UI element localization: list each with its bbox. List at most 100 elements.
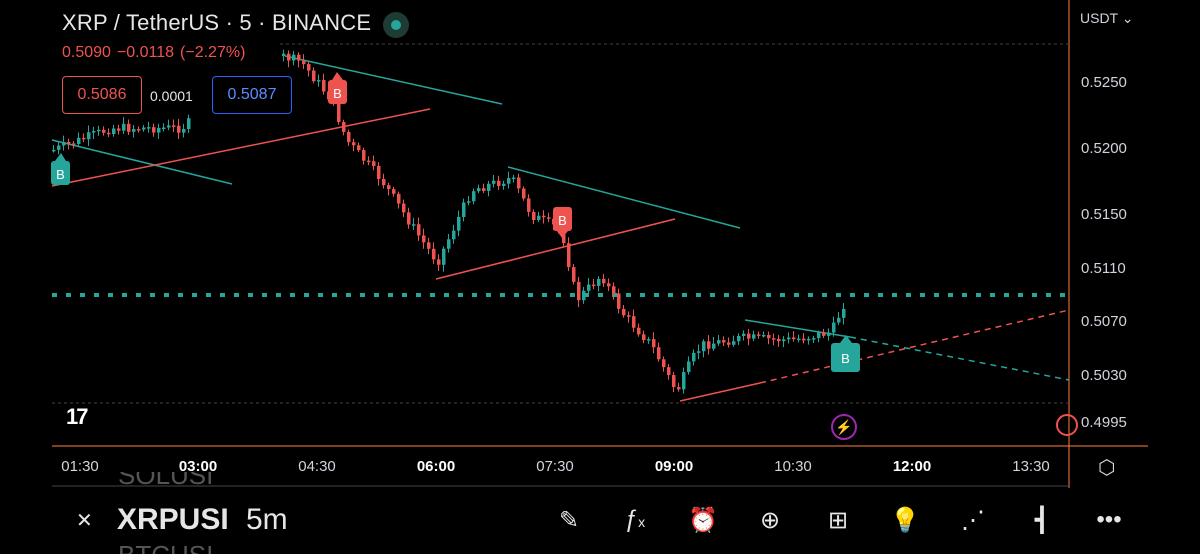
candle-body	[612, 286, 616, 294]
candle-body	[82, 137, 86, 140]
candle-body	[527, 198, 531, 212]
candle-body	[142, 127, 146, 130]
price-change-legend: 0.5090 −0.0118 (−2.27%)	[62, 44, 251, 62]
candle-body	[817, 332, 821, 339]
candle-body	[402, 203, 406, 213]
candle-body	[157, 127, 161, 133]
candle-body	[802, 338, 806, 341]
sell-marker-label: B	[333, 86, 342, 101]
market-open-indicator	[383, 12, 409, 38]
candle-body	[307, 64, 311, 71]
candle-body	[602, 278, 606, 284]
candle-body	[87, 132, 91, 140]
fx-icon[interactable]: ƒx	[624, 506, 646, 533]
candle-body	[172, 125, 176, 127]
symbol-name[interactable]: XRPUSI	[117, 503, 229, 536]
change-value: −0.0118	[116, 44, 175, 61]
candle-body	[757, 334, 761, 336]
candle-body	[412, 224, 416, 226]
candles-icon[interactable]: ┫	[1034, 507, 1050, 534]
candle-body	[842, 308, 846, 318]
candle-body	[312, 70, 316, 82]
sell-marker[interactable]: B	[553, 207, 572, 238]
candle-body	[577, 281, 581, 301]
last-price: 0.5090	[62, 44, 111, 61]
candle-body	[732, 341, 736, 345]
spread-value: 0.0001	[150, 88, 193, 104]
candle-body	[367, 160, 371, 163]
price-tick: 0.5200	[1081, 140, 1127, 157]
close-icon[interactable]: ✕	[76, 510, 93, 532]
candle-body	[507, 178, 511, 184]
candle-body	[132, 129, 136, 132]
candle-body	[282, 53, 286, 56]
candle-body	[652, 339, 656, 348]
trendline	[759, 309, 1070, 384]
price-tick: 0.4995	[1081, 414, 1127, 431]
candle-body	[722, 340, 726, 343]
time-tick: 07:30	[536, 458, 574, 475]
candle-body	[777, 338, 781, 342]
idea-icon[interactable]: 💡	[890, 507, 920, 534]
flag-icon[interactable]	[1056, 414, 1078, 436]
buy-price-button[interactable]: 0.5087	[212, 76, 292, 114]
candle-body	[797, 338, 801, 341]
bolt-icon[interactable]: ⚡	[831, 414, 857, 440]
candle-body	[747, 333, 751, 339]
candle-body	[417, 224, 421, 236]
candle-body	[582, 290, 586, 301]
candle-body	[792, 337, 796, 340]
candle-body	[547, 217, 551, 219]
alarm-icon[interactable]: ⏰	[688, 507, 718, 534]
candle-body	[422, 235, 426, 243]
sell-marker[interactable]: B	[328, 72, 347, 104]
trendline	[507, 166, 741, 229]
candle-body	[567, 243, 571, 268]
candle-body	[742, 333, 746, 336]
candle-body	[497, 180, 501, 186]
symbol-title[interactable]: XRP / TetherUS · 5 · BINANCE	[62, 10, 372, 35]
candle-body	[632, 316, 636, 328]
candle-body	[437, 259, 441, 265]
draw-icon[interactable]: ✎	[558, 507, 580, 534]
add-icon[interactable]: ⊕	[759, 507, 781, 534]
candle-body	[67, 141, 71, 144]
candle-body	[822, 332, 826, 336]
candle-body	[97, 129, 101, 132]
tradingview-logo: 17	[66, 404, 89, 429]
currency-selector[interactable]: USDT ⌄	[1080, 10, 1134, 26]
candle-body	[502, 183, 506, 186]
share-icon[interactable]: ⋰	[961, 507, 985, 534]
candle-body	[392, 189, 396, 194]
candle-body	[397, 193, 401, 204]
price-tick: 0.5250	[1081, 74, 1127, 91]
more-icon[interactable]: •••	[1096, 506, 1122, 533]
trendline	[284, 55, 503, 105]
layout-icon[interactable]: ⊞	[827, 507, 849, 534]
candle-body	[812, 338, 816, 340]
timeframe-selector[interactable]: 5m	[246, 503, 288, 536]
candle-body	[667, 367, 671, 376]
sell-price-button[interactable]: 0.5086	[62, 76, 142, 114]
change-percent: (−2.27%)	[180, 44, 246, 61]
candle-body	[627, 315, 631, 317]
buy-marker[interactable]: B	[51, 153, 70, 185]
settings-icon[interactable]: ⬡	[1098, 457, 1116, 479]
candle-body	[372, 161, 376, 166]
sell-marker-label: B	[558, 213, 567, 228]
price-tick: 0.5030	[1081, 367, 1127, 384]
candle-body	[532, 211, 536, 221]
candle-body	[462, 202, 466, 217]
candle-body	[467, 201, 471, 203]
candle-body	[427, 242, 431, 249]
candle-body	[122, 123, 126, 131]
buy-marker[interactable]: B	[831, 335, 860, 372]
candle-body	[767, 335, 771, 339]
candle-body	[457, 216, 461, 231]
candle-body	[292, 54, 296, 61]
candle-body	[322, 80, 326, 92]
trendline	[51, 139, 233, 185]
candle-body	[477, 188, 481, 192]
candle-body	[187, 118, 191, 130]
